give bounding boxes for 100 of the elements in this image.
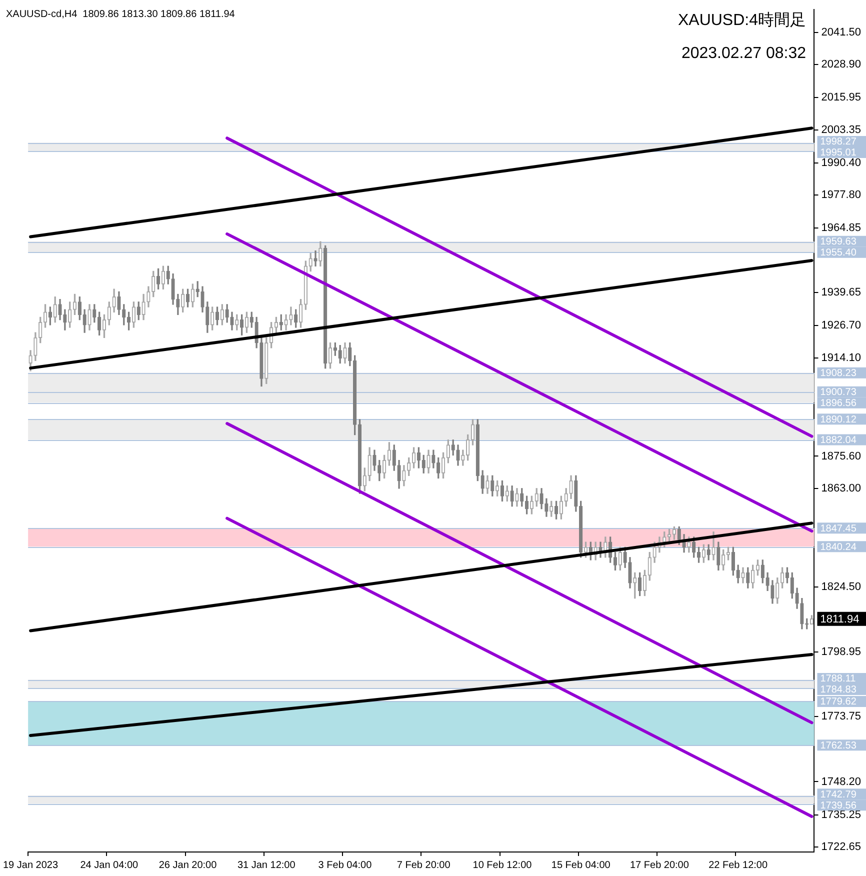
candlestick [667, 528, 672, 542]
candlestick [343, 342, 347, 364]
candlestick [152, 270, 156, 298]
candlestick [500, 480, 504, 502]
y-tick-label: 1748.20 [821, 776, 862, 788]
y-tick-label: 1773.75 [821, 710, 862, 722]
candlestick [34, 332, 38, 361]
candlestick [397, 460, 401, 489]
candlestick [72, 294, 77, 316]
ref-line-label: 1788.11 [820, 674, 856, 685]
ref-line-label: 1995.01 [820, 148, 857, 159]
candlestick [78, 296, 82, 320]
ref-line-label: 1882.04 [820, 435, 857, 446]
candlestick [712, 532, 716, 560]
candlestick [554, 500, 558, 520]
candlestick [289, 306, 293, 326]
x-tick-label: 17 Feb 20:00 [630, 860, 690, 871]
y-tick-label: 1977.80 [821, 189, 862, 202]
candlestick [800, 598, 804, 630]
candlestick [574, 475, 578, 512]
candlestick [156, 268, 160, 290]
x-tick-label: 10 Feb 12:00 [472, 860, 532, 871]
candlestick [402, 465, 406, 486]
y-tick-label: 1875.60 [821, 450, 862, 462]
candlestick [53, 296, 57, 323]
candlestick [260, 337, 264, 387]
candlestick [274, 316, 278, 333]
candlestick [760, 560, 764, 584]
candlestick [652, 542, 656, 563]
x-tick-label: 24 Jan 04:00 [80, 860, 138, 871]
candlestick [436, 457, 440, 479]
y-tick-label: 1914.10 [821, 352, 862, 364]
ref-line-label: 1998.27 [820, 136, 857, 148]
candlestick [298, 299, 303, 328]
candlestick [461, 450, 465, 466]
y-tick-label: 1798.95 [821, 646, 862, 658]
x-tick-label: 15 Feb 04:00 [551, 860, 611, 871]
y-tick-label: 2028.90 [821, 58, 862, 71]
candlestick [569, 475, 573, 499]
ref-line-label: 1739.56 [820, 800, 857, 812]
candlestick [540, 488, 544, 510]
candlestick [181, 288, 185, 312]
candlestick [495, 480, 500, 496]
y-tick-label: 1939.65 [821, 286, 862, 299]
candlestick [333, 342, 337, 356]
candlestick [426, 450, 430, 474]
candlestick [628, 557, 632, 588]
candlestick [328, 342, 332, 369]
candlestick [746, 567, 750, 588]
candlestick [731, 546, 735, 576]
candlestick [132, 302, 136, 328]
candlestick [776, 578, 780, 604]
candlestick [97, 312, 102, 336]
text: 1811.94 [820, 613, 860, 626]
candlestick [638, 572, 642, 596]
ref-line-label: 1900.73 [820, 387, 857, 398]
candlestick [58, 299, 62, 320]
ref-line-label: 1779.62 [820, 696, 857, 708]
x-tick-label: 31 Jan 12:00 [237, 860, 296, 871]
annotation: 2023.02.27 08:32 [680, 45, 806, 63]
candlestick [486, 475, 490, 494]
y-tick-label: 1824.50 [821, 580, 862, 593]
x-tick-label: 3 Feb 04:00 [318, 860, 372, 871]
candlestick [456, 444, 460, 466]
candlestick [220, 304, 224, 326]
candlestick [28, 350, 32, 372]
ref-line-label: 1784.83 [820, 684, 857, 696]
candlestick [476, 419, 480, 482]
candlestick [780, 567, 784, 588]
candlestick [795, 588, 799, 609]
candlestick [318, 241, 322, 266]
candlestick [579, 500, 583, 558]
candlestick [314, 250, 318, 266]
ref-line-label: 1908.23 [820, 368, 857, 380]
candlestick [284, 314, 288, 330]
candlestick [677, 526, 681, 545]
y-tick-label: 1863.00 [821, 482, 862, 494]
candlestick [392, 444, 396, 471]
ref-line-label: 1959.63 [820, 236, 857, 248]
candlestick [559, 496, 564, 520]
candlestick [82, 309, 86, 333]
candlestick [510, 486, 514, 507]
candlestick [244, 312, 249, 333]
candlestick [810, 615, 814, 625]
ref-line-label: 1742.79 [820, 789, 857, 800]
candlestick [68, 302, 72, 328]
candlestick [200, 286, 204, 312]
candlestick [142, 294, 146, 320]
candlestick [716, 542, 720, 571]
y-tick-label: 2003.35 [821, 124, 862, 136]
ref-line-label: 1896.56 [820, 398, 857, 410]
ref-line-label: 1762.53 [820, 740, 857, 752]
y-tick-label: 2015.95 [821, 92, 862, 104]
candlestick [633, 572, 637, 599]
candlestick [451, 440, 455, 456]
candlestick [490, 475, 494, 496]
candlestick [515, 488, 519, 507]
y-tick-label: 1964.85 [821, 222, 862, 234]
x-tick-label: 26 Jan 20:00 [158, 860, 218, 871]
candlestick [88, 304, 92, 330]
